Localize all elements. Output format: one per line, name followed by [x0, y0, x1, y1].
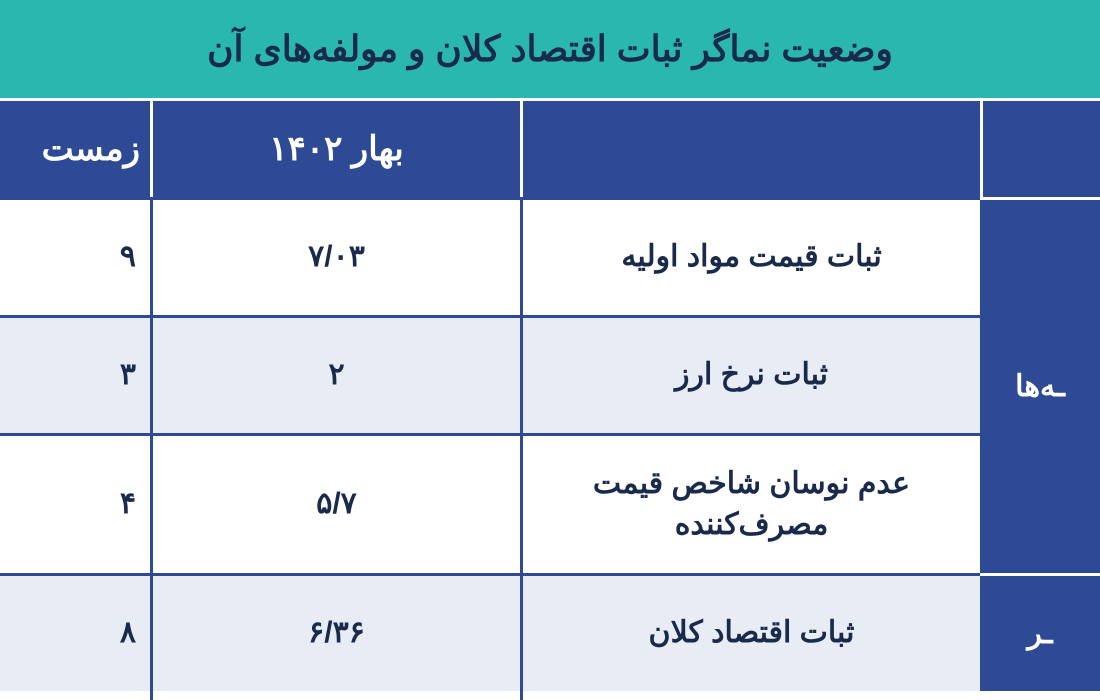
row-label: ثبات نرخ ارز	[523, 315, 980, 433]
table-header-row: بهار ۱۴۰۲ زمست	[0, 101, 1100, 197]
row-label: عدم نوسان شاخص قیمت مصرف‌کننده	[523, 433, 980, 573]
label-column: ثبات قیمت مواد اولیه ثبات نرخ ارز عدم نو…	[520, 197, 980, 700]
row-label: ثبات اقتصاد کلان	[523, 573, 980, 691]
row-value: ۷/۰۳	[153, 197, 520, 315]
row-partial: ۳	[0, 315, 150, 433]
partial-column: ۹ ۳ ۴ ۸	[0, 197, 150, 700]
header-label-blank	[520, 101, 980, 197]
data-columns: ثبات قیمت مواد اولیه ثبات نرخ ارز عدم نو…	[0, 197, 980, 700]
economic-stability-table: وضعیت نماگر ثبات اقتصاد کلان و مولفه‌های…	[0, 0, 1100, 700]
row-partial: ۹	[0, 197, 150, 315]
row-value: ۵/۷	[153, 433, 520, 573]
table-title: وضعیت نماگر ثبات اقتصاد کلان و مولفه‌های…	[0, 0, 1100, 101]
header-side-blank	[980, 101, 1100, 197]
table-body: ـه‌ها ـر ثبات قیمت مواد اولیه ثبات نرخ ا…	[0, 197, 1100, 700]
value-column: ۷/۰۳ ۲ ۵/۷ ۶/۳۶	[150, 197, 520, 700]
header-value: بهار ۱۴۰۲	[150, 101, 520, 197]
row-partial: ۴	[0, 433, 150, 573]
side-category-column: ـه‌ها ـر	[980, 197, 1100, 700]
row-value: ۲	[153, 315, 520, 433]
row-value: ۶/۳۶	[153, 573, 520, 691]
side-group-1: ـر	[980, 573, 1100, 691]
row-partial: ۸	[0, 573, 150, 691]
row-label: ثبات قیمت مواد اولیه	[523, 197, 980, 315]
side-group-0: ـه‌ها	[980, 197, 1100, 573]
header-partial: زمست	[0, 101, 150, 197]
